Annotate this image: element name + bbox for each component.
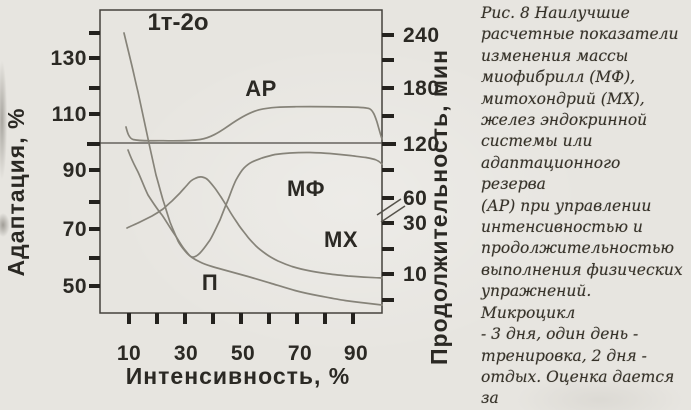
curve-label-p: П bbox=[202, 270, 218, 295]
left-tick-110: 110 bbox=[52, 103, 87, 126]
left-tick-90: 90 bbox=[63, 159, 87, 182]
y-axis-left-title: Адаптация, % bbox=[3, 108, 29, 277]
x-tick-70: 70 bbox=[288, 342, 312, 365]
curve-p bbox=[123, 32, 383, 306]
bottom-axis-ticks bbox=[127, 313, 355, 324]
right-axis-ticks bbox=[382, 33, 396, 302]
right-tick-180: 180 bbox=[403, 77, 440, 100]
left-tick-130: 130 bbox=[50, 47, 87, 70]
left-tick-50: 50 bbox=[63, 275, 87, 298]
plot-border bbox=[99, 9, 383, 314]
curve-mf bbox=[127, 149, 383, 258]
curve-mx bbox=[126, 176, 383, 279]
break-slash bbox=[376, 198, 402, 216]
right-tick-240: 240 bbox=[403, 24, 440, 47]
curve-label-mx: МХ bbox=[324, 227, 358, 252]
curve-ar bbox=[125, 105, 383, 142]
x-tick-10: 10 bbox=[117, 342, 141, 365]
chart-figure: 1т-2о АР МФ МХ П 130 110 90 70 50 240 18… bbox=[3, 9, 452, 389]
x-tick-50: 50 bbox=[231, 342, 255, 365]
curve-label-mf: МФ bbox=[287, 176, 325, 201]
right-tick-30: 30 bbox=[403, 212, 427, 235]
x-tick-90: 90 bbox=[344, 342, 368, 365]
left-axis-ticks bbox=[87, 31, 100, 288]
break-slash bbox=[380, 205, 406, 223]
curve-label-ar: АР bbox=[245, 76, 277, 101]
y-axis-right-title: Продолжительность, мин bbox=[426, 49, 452, 365]
x-axis-title: Интенсивность, % bbox=[126, 363, 351, 389]
right-tick-120: 120 bbox=[403, 133, 440, 156]
right-tick-60: 60 bbox=[403, 187, 427, 210]
chart-title: 1т-2о bbox=[147, 9, 208, 36]
right-tick-10: 10 bbox=[403, 263, 427, 286]
curves bbox=[123, 32, 383, 306]
figure-caption: Рис. 8 Наилучшие расчетные показатели из… bbox=[481, 4, 683, 408]
axis-break-icon bbox=[376, 198, 406, 223]
x-tick-30: 30 bbox=[174, 342, 198, 365]
left-tick-70: 70 bbox=[63, 218, 87, 241]
